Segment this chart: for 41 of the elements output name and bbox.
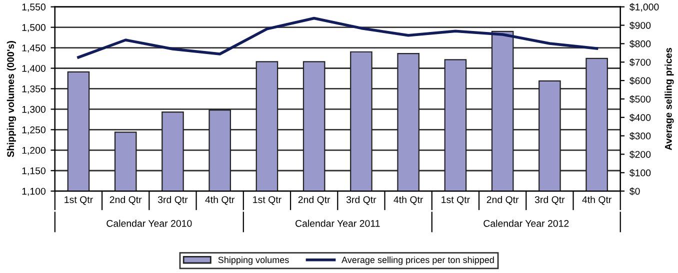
y2-tick-label: $100	[630, 169, 651, 177]
y2-tick-label: $600	[630, 76, 651, 85]
y-tick-label: 1,300	[22, 106, 46, 114]
legend-label: Shipping volumes	[218, 256, 289, 265]
y-tick-label: 1,100	[22, 188, 46, 196]
y-tick-label: 1,200	[22, 146, 46, 155]
x-tick-label: 1st Qtr	[253, 196, 282, 205]
x-tick-label: 4th Qtr	[394, 196, 424, 205]
y-tick-label: 1,250	[22, 126, 46, 134]
x-tick-label: 3rd Qtr	[158, 196, 188, 205]
y-tick-label: 1,150	[22, 167, 46, 176]
y2-tick-label: $300	[630, 132, 651, 140]
y2-tick-label: $500	[630, 95, 651, 104]
legend-label: Average selling prices per ton shipped	[342, 256, 494, 265]
x-tick-label: 4th Qtr	[582, 196, 612, 205]
y2-tick-label: $700	[630, 58, 651, 66]
y2-tick-label: $400	[630, 114, 651, 122]
x-tick-label: 3rd Qtr	[534, 196, 565, 205]
y-axis-title: Shipping volumes (000's)	[6, 41, 16, 158]
x-tick-label: 2nd Qtr	[110, 196, 142, 205]
x-tick-label: 1st Qtr	[442, 196, 470, 205]
y2-axis-title: Average selling prices	[664, 48, 674, 150]
x-tick-label: 2nd Qtr	[298, 196, 330, 205]
y-tick-label: 1,400	[22, 64, 46, 74]
x-tick-label: 4th Qtr	[205, 196, 235, 205]
y2-tick-label: $0	[630, 187, 640, 196]
line-series	[77, 16, 598, 59]
y2-tick-label: $1,000	[630, 3, 659, 12]
y-tick-label: 1,550	[22, 4, 46, 12]
x-tick-label: 3rd Qtr	[346, 196, 376, 205]
y2-tick-label: $800	[630, 40, 651, 48]
y-tick-label: 1,500	[22, 24, 46, 32]
y-tick-label: 1,350	[22, 85, 46, 94]
y2-tick-label: $200	[630, 150, 651, 158]
x-tick-label: 2nd Qtr	[486, 196, 519, 205]
text: Calendar Year 2012	[484, 220, 569, 227]
x-tick-label: 1st Qtr	[64, 196, 93, 205]
text: Calendar Year 2010	[106, 220, 192, 227]
y-tick-label: 1,450	[22, 44, 46, 53]
y2-tick-label: $900	[630, 22, 651, 30]
text: Calendar Year 2011	[296, 220, 380, 227]
